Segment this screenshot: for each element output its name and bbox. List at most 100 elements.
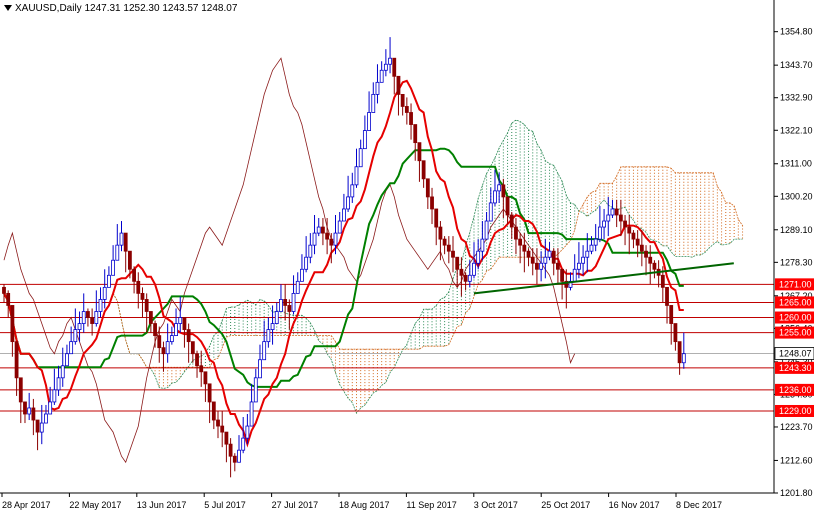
- level-label: 1265.00: [779, 297, 812, 307]
- chikou-span-line: [3, 57, 576, 464]
- candle-body: [581, 256, 585, 264]
- candle-body: [673, 323, 678, 343]
- candle-body: [409, 112, 413, 125]
- candle-body: [44, 413, 48, 424]
- candle-body: [652, 262, 657, 270]
- candle-body: [115, 244, 120, 261]
- level-label: 1243.30: [779, 363, 812, 373]
- candle-body: [279, 299, 283, 312]
- candle-body: [413, 124, 418, 144]
- candle-body: [119, 232, 124, 246]
- candle-body: [132, 268, 136, 282]
- candle-body: [182, 317, 187, 330]
- current-price-label: 1248.07: [779, 348, 812, 358]
- candle-body: [81, 311, 86, 324]
- candle-body: [312, 232, 317, 246]
- candle-body: [237, 449, 241, 463]
- candle-body: [14, 341, 19, 379]
- candle-body: [60, 365, 65, 379]
- candle-body: [358, 148, 363, 168]
- level-label-box: [775, 296, 814, 309]
- y-tick-label: 1300.20: [780, 191, 813, 201]
- x-tick-label: 5 Jul 2017: [204, 500, 246, 510]
- candle-body: [665, 286, 669, 306]
- candle-body: [430, 196, 434, 210]
- candle-body: [593, 238, 598, 246]
- level-label: 1229.00: [779, 406, 812, 416]
- candle-body: [2, 286, 6, 294]
- candles: [2, 37, 686, 478]
- candle-body: [148, 311, 153, 324]
- candle-body: [455, 256, 460, 270]
- x-tick-label: 13 Jun 2017: [137, 500, 187, 510]
- candle-body: [681, 353, 686, 364]
- level-label-box: [775, 404, 814, 417]
- candle-body: [295, 280, 300, 294]
- candle-body: [526, 250, 531, 258]
- candle-body: [52, 389, 57, 403]
- candle-body: [190, 341, 195, 355]
- candle-body: [669, 305, 674, 324]
- candle-body: [572, 268, 577, 282]
- candle-body: [610, 208, 615, 216]
- candle-body: [27, 407, 32, 415]
- candle-body: [316, 226, 321, 234]
- candle-body: [123, 232, 128, 252]
- candle-body: [140, 292, 145, 300]
- candle-body: [291, 292, 296, 312]
- candle-body: [480, 238, 485, 252]
- candle-body: [283, 299, 288, 306]
- ichimoku-cloud: [112, 119, 744, 414]
- candle-body: [18, 377, 23, 403]
- candle-body: [48, 401, 53, 415]
- symbol-label: XAUUSD,Daily: [15, 3, 82, 14]
- candle-body: [371, 93, 376, 113]
- candle-body: [467, 274, 472, 282]
- candle-body: [522, 244, 527, 252]
- candle-body: [400, 93, 405, 107]
- y-tick-label: 1322.10: [780, 125, 813, 135]
- candle-body: [644, 250, 648, 258]
- candle-body: [224, 431, 229, 445]
- candle-body: [325, 232, 330, 240]
- candle-body: [597, 226, 602, 240]
- x-tick-label: 27 Jul 2017: [272, 500, 319, 510]
- candle-body: [459, 268, 464, 276]
- candle-body: [434, 208, 439, 228]
- candle-body: [518, 238, 523, 246]
- candle-body: [509, 214, 514, 228]
- candle-body: [77, 323, 82, 330]
- candle-body: [232, 455, 237, 463]
- candle-body: [530, 256, 535, 264]
- candle-body: [220, 425, 225, 433]
- candle-body: [216, 419, 220, 427]
- candle-body: [660, 274, 665, 288]
- dropdown-triangle-icon[interactable]: [4, 5, 12, 12]
- candle-body: [94, 311, 99, 324]
- candle-body: [195, 353, 199, 367]
- level-label-box: [775, 278, 814, 291]
- candle-body: [308, 244, 313, 258]
- candle-body: [73, 329, 78, 343]
- current-price-box: [774, 347, 814, 360]
- candle-body: [207, 383, 212, 403]
- candle-body: [35, 419, 40, 433]
- candle-body: [404, 106, 409, 113]
- candle-body: [337, 220, 342, 234]
- candle-body: [127, 250, 132, 270]
- candle-body: [417, 142, 422, 162]
- rising-trendline: [473, 262, 734, 295]
- candle-body: [451, 250, 455, 258]
- candle-body: [258, 359, 262, 379]
- candle-body: [266, 329, 271, 343]
- candle-body: [333, 232, 338, 246]
- chart-title: XAUUSD,Daily 1247.31 1252.30 1243.57 124…: [4, 3, 237, 14]
- candle-body: [493, 190, 497, 204]
- level-label-box: [775, 326, 814, 339]
- level-label-box: [775, 361, 814, 374]
- candle-body: [111, 259, 116, 276]
- candle-body: [501, 184, 506, 198]
- y-tick-label: 1289.10: [780, 225, 813, 235]
- candle-body: [585, 250, 590, 258]
